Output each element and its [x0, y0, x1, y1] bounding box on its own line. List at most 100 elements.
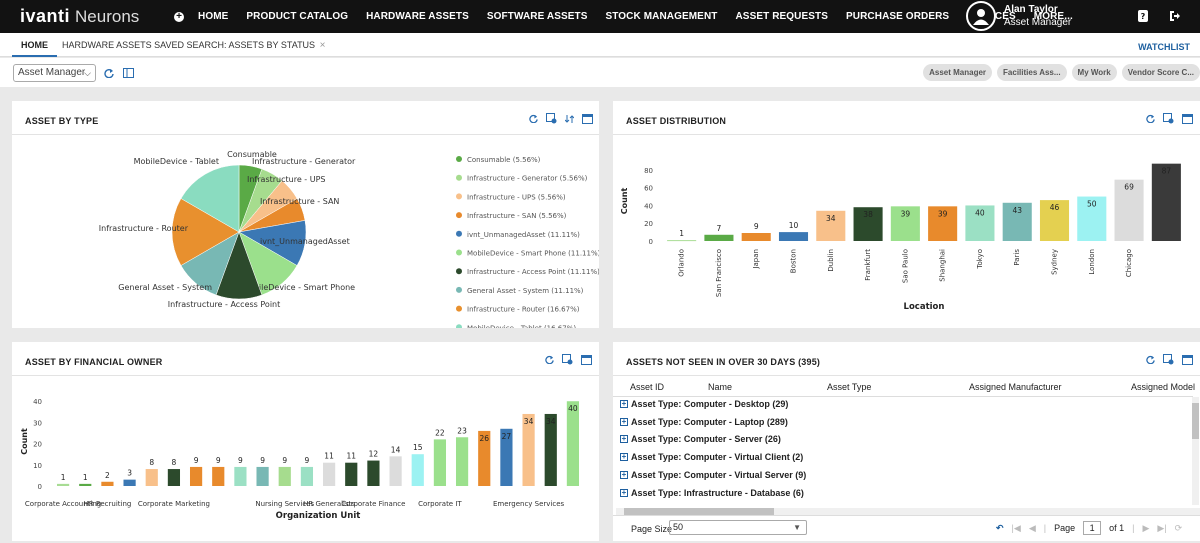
bar[interactable] [500, 428, 513, 486]
group-row[interactable]: + Asset Type: Computer - Server (26) [620, 434, 781, 444]
bar[interactable] [389, 456, 402, 486]
bar[interactable] [145, 469, 158, 486]
nav-item-home[interactable]: HOME [198, 11, 229, 22]
refresh-icon[interactable] [1146, 355, 1155, 364]
legend-entry[interactable]: Infrastructure - Router (16.67%) [467, 306, 580, 314]
bar[interactable] [1039, 200, 1070, 241]
add-plus-icon[interactable]: + [174, 11, 184, 22]
bar[interactable] [816, 210, 846, 241]
column-assigned-model[interactable]: Assigned Model [1131, 382, 1196, 392]
group-row[interactable]: + Asset Type: Computer - Virtual Server (… [620, 470, 806, 480]
refresh-icon[interactable] [529, 114, 538, 123]
bar[interactable] [544, 413, 557, 486]
tab-home[interactable]: HOME [12, 33, 57, 57]
nav-item-purchase-orders[interactable]: PURCHASE ORDERS [846, 11, 950, 22]
next-page-icon[interactable]: ▶ [1142, 522, 1150, 533]
group-row[interactable]: + Asset Type: Infrastructure - Database (… [620, 488, 804, 498]
bar[interactable] [411, 454, 424, 486]
bar[interactable] [101, 481, 114, 486]
bar[interactable] [367, 460, 380, 486]
tab-saved-search[interactable]: HARDWARE ASSETS SAVED SEARCH: ASSETS BY … [62, 40, 326, 51]
bar[interactable] [256, 466, 269, 486]
bar[interactable] [928, 206, 958, 241]
bar[interactable] [478, 430, 491, 486]
bar[interactable] [189, 466, 203, 486]
ivanti-logo[interactable]: ivanti Neurons [20, 6, 140, 26]
refresh-icon[interactable] [104, 68, 114, 78]
nav-item-asset-requests[interactable]: ASSET REQUESTS [735, 11, 829, 22]
role-select[interactable]: Asset Manager ⌵ [13, 64, 96, 82]
bar[interactable] [300, 466, 314, 486]
legend-entry[interactable]: ivnt_UnmanagedAsset (11.11%) [467, 231, 580, 239]
column-asset-id[interactable]: Asset ID [630, 382, 665, 392]
bar[interactable] [853, 207, 883, 241]
dashboard-pill[interactable]: Asset Manager [923, 64, 993, 81]
prev-page-icon[interactable]: ◀ [1028, 522, 1036, 533]
bar[interactable] [212, 466, 225, 486]
watchlist-link[interactable]: WATCHLIST [1138, 42, 1190, 52]
legend-entry[interactable]: Infrastructure - UPS (5.56%) [467, 193, 566, 201]
bar[interactable] [345, 462, 358, 486]
column-assigned-manufacturer[interactable]: Assigned Manufacturer [969, 382, 1062, 392]
page-size-select[interactable]: 50 ▼ [669, 520, 807, 535]
legend-entry[interactable]: General Asset - System (11.11%) [467, 287, 584, 295]
bar[interactable] [522, 413, 535, 486]
nav-item-more[interactable]: MORE... [1033, 11, 1073, 22]
column-name[interactable]: Name [708, 382, 733, 392]
group-row[interactable]: + Asset Type: Computer - Desktop (29) [620, 399, 788, 409]
legend-entry[interactable]: Infrastructure - Access Point (11.11%) [467, 268, 599, 276]
refresh-icon[interactable]: ⟳ [1174, 522, 1183, 533]
bar[interactable] [667, 240, 697, 242]
last-page-icon[interactable]: ▶| [1157, 522, 1167, 533]
vertical-scrollbar[interactable] [1192, 397, 1199, 505]
legend-entry[interactable]: Infrastructure - Generator (5.56%) [467, 175, 588, 183]
first-page-icon[interactable]: |◀ [1011, 522, 1021, 533]
nav-item-hardware-assets[interactable]: HARDWARE ASSETS [366, 11, 469, 22]
legend-entry[interactable]: MobileDevice - Smart Phone (11.11%) [467, 250, 599, 258]
settings-icon[interactable] [1163, 354, 1174, 365]
bar[interactable] [965, 205, 995, 241]
expand-icon[interactable]: + [620, 487, 628, 497]
logout-icon[interactable] [1168, 10, 1180, 22]
bar[interactable] [890, 206, 920, 241]
legend-entry[interactable]: Consumable (5.56%) [467, 156, 541, 164]
dashboard-pill[interactable]: Vendor Score C... [1121, 64, 1200, 81]
close-tab-icon[interactable]: × [319, 40, 326, 51]
bar[interactable] [56, 483, 70, 486]
horizontal-scrollbar[interactable] [616, 508, 1200, 515]
legend-entry[interactable]: Infrastructure - SAN (5.56%) [467, 212, 567, 220]
bar[interactable] [1002, 202, 1032, 241]
refresh-icon[interactable] [1146, 114, 1155, 123]
bar[interactable] [455, 437, 469, 486]
maximize-icon[interactable] [581, 354, 592, 365]
nav-item-stock-management[interactable]: STOCK MANAGEMENT [605, 11, 718, 22]
reset-icon[interactable]: ↶ [996, 522, 1004, 533]
bar[interactable] [741, 233, 771, 241]
nav-item-software-assets[interactable]: SOFTWARE ASSETS [486, 11, 588, 22]
help-icon[interactable]: ? [1138, 10, 1148, 22]
pie-slice[interactable] [171, 198, 240, 266]
pie-slice[interactable] [180, 164, 240, 233]
expand-icon[interactable]: + [620, 469, 628, 479]
maximize-icon[interactable] [1182, 113, 1193, 124]
bar[interactable] [704, 234, 734, 241]
bar[interactable] [433, 439, 447, 486]
bar[interactable] [778, 232, 809, 241]
nav-item-product-catalog[interactable]: PRODUCT CATALOG [246, 11, 349, 22]
bar[interactable] [278, 466, 291, 486]
bar[interactable] [123, 479, 136, 486]
bar[interactable] [234, 466, 247, 486]
expand-icon[interactable]: + [620, 452, 628, 462]
bar[interactable] [566, 401, 580, 486]
dashboard-pill[interactable]: My Work [1071, 64, 1117, 81]
settings-icon[interactable] [546, 113, 557, 124]
bar[interactable] [1114, 179, 1144, 241]
expand-icon[interactable]: + [620, 434, 628, 444]
bar[interactable] [167, 469, 181, 486]
user-profile[interactable]: Alan Taylor Asset Manager [966, 1, 1071, 31]
bar[interactable] [1077, 196, 1107, 241]
layout-icon[interactable] [123, 68, 134, 78]
bar[interactable] [79, 483, 92, 486]
column-asset-type[interactable]: Asset Type [827, 382, 872, 392]
dashboard-pill[interactable]: Facilities Ass... [997, 64, 1067, 81]
